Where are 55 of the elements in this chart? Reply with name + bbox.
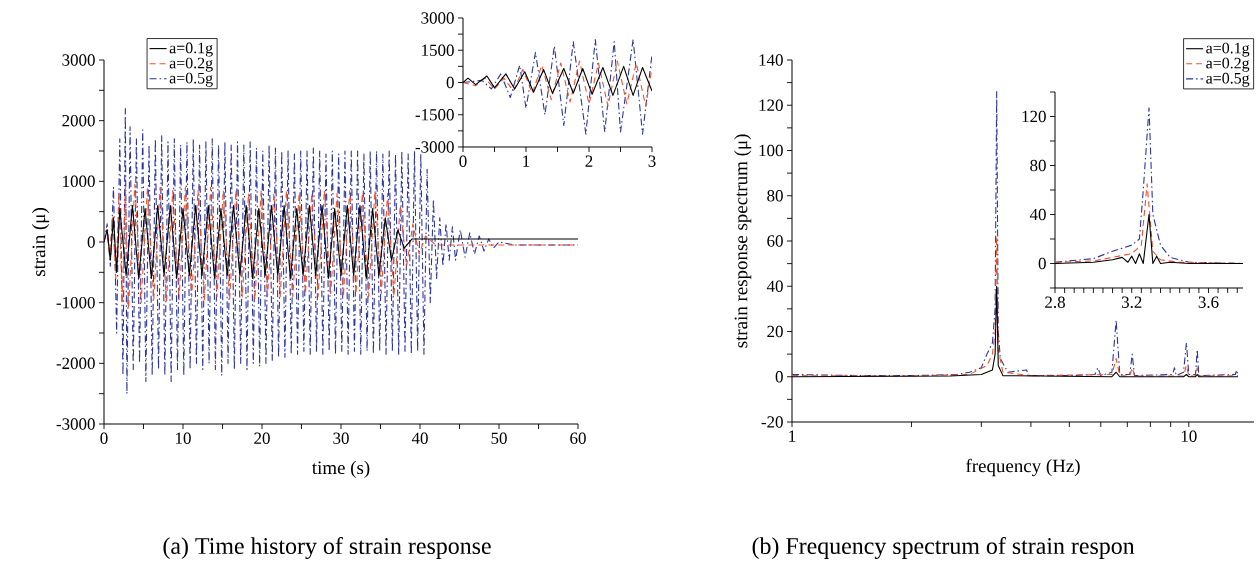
legend-label: a=0.2g: [169, 57, 213, 72]
legend-label: a=0.5g: [169, 72, 213, 87]
x-tick-label: 10: [176, 432, 191, 444]
y-tick-label: 0: [87, 236, 95, 248]
x-tick-label: 1: [523, 155, 530, 167]
text: (b) Frequency spectrum of strain respon: [752, 537, 1135, 559]
x-tick-label: 20: [254, 432, 270, 444]
x-axis-title: time (s): [312, 460, 370, 478]
y-tick-label: 140: [759, 54, 783, 66]
y-tick-label: -20: [761, 416, 783, 428]
x-tick-label: 60: [570, 432, 586, 444]
y-tick-label: 1500: [422, 44, 454, 56]
y-tick-label: 3000: [421, 12, 454, 24]
x-tick-label: 0: [100, 432, 108, 444]
x-tick-label: 2: [585, 155, 593, 167]
legend-label: a=0.2g: [1206, 57, 1250, 72]
y-tick-label: 1000: [63, 175, 95, 188]
y-tick-label: 120: [1022, 110, 1046, 123]
x-tick-label: 3.2: [1121, 296, 1142, 308]
y-tick-label: 0: [1038, 257, 1046, 270]
legend-label: a=0.1g: [1206, 42, 1250, 57]
y-axis-title: strain (μ): [31, 208, 50, 276]
y-tick-label: -3000: [415, 141, 454, 153]
y-tick-label: 120: [759, 99, 783, 111]
x-tick-label: 0: [459, 155, 467, 167]
y-tick-label: 2000: [62, 114, 95, 127]
line-series: [104, 107, 578, 395]
line-series: [463, 60, 653, 107]
y-tick-label: 3000: [62, 54, 95, 66]
y-tick-label: -2000: [56, 357, 95, 370]
y-tick-label: 0: [775, 371, 783, 383]
y-tick-label: -3000: [56, 418, 95, 430]
legend-label: a=0.5g: [1206, 72, 1250, 87]
y-tick-label: 80: [767, 190, 783, 202]
y-tick-label: 80: [1030, 159, 1046, 172]
x-tick-label: 30: [333, 432, 349, 444]
x-tick-label: 1: [789, 430, 796, 442]
y-tick-label: -1000: [56, 296, 95, 309]
y-tick-label: 40: [766, 280, 783, 292]
x-tick-label: 50: [491, 432, 507, 444]
y-tick-label: 60: [767, 235, 783, 247]
x-tick-label: 10: [1181, 430, 1197, 442]
line-series: [463, 38, 653, 135]
y-tick-label: 100: [759, 144, 783, 157]
y-tick-label: 20: [767, 325, 783, 338]
x-tick-label: 3.6: [1198, 296, 1219, 308]
x-axis-title: frequency (Hz): [966, 458, 1080, 477]
text: (a) Time history of strain response: [163, 537, 491, 559]
x-tick-label: 2.8: [1045, 296, 1065, 309]
y-axis-title: strain response spectrum (μ): [734, 134, 752, 348]
y-tick-label: -1500: [415, 109, 454, 121]
legend-label: a=0.1g: [169, 42, 213, 57]
y-tick-label: 0: [446, 76, 454, 89]
y-tick-label: 40: [1029, 208, 1046, 221]
x-tick-label: 3: [648, 155, 656, 167]
